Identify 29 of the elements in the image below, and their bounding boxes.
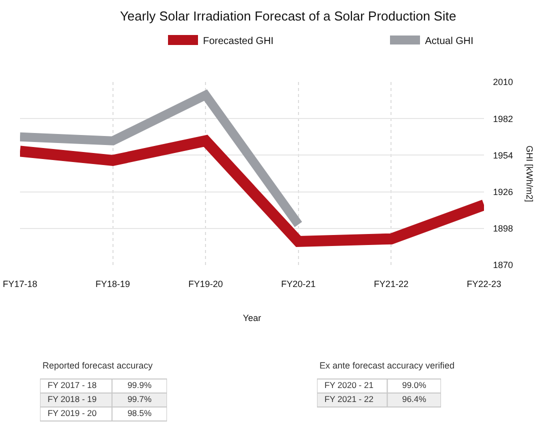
- text: Ex ante forecast accuracy verified: [319, 360, 455, 370]
- text: 96.4%: [402, 394, 426, 404]
- x-tick-label: FY21-22: [374, 279, 408, 289]
- category-label: FY 2017 - 18: [48, 380, 97, 390]
- text: 99.7%: [127, 394, 152, 404]
- x-axis-title: Year: [242, 312, 262, 323]
- x-tick-label: FY18-19: [96, 279, 130, 289]
- y-tick-label: 1982: [493, 114, 514, 124]
- text: Reported forecast accuracy: [42, 360, 154, 370]
- y-tick-label: 1954: [493, 150, 514, 160]
- text: 99.0%: [402, 380, 426, 390]
- text: 99.9%: [127, 380, 152, 390]
- text: 98.5%: [127, 408, 152, 418]
- category-label: FY 2018 - 19: [48, 394, 97, 404]
- legend-label: Actual GHI: [425, 36, 474, 47]
- y-tick-label: 1926: [493, 186, 514, 197]
- category-label: FY 2020 - 21: [324, 380, 374, 390]
- x-tick-label: FY19-20: [188, 279, 223, 289]
- y-axis-title: GHI [kWh/m2]: [524, 146, 534, 202]
- legend-label: Forecasted GHI: [203, 36, 274, 47]
- x-tick-label: FY22-23: [466, 279, 502, 289]
- y-tick-label: 1870: [493, 260, 514, 270]
- y-tick-label: 1898: [493, 224, 514, 234]
- y-tick-label: 2010: [493, 77, 514, 88]
- category-label: FY 2019 - 20: [48, 408, 97, 418]
- x-tick-label: FY17-18: [2, 279, 38, 289]
- chart-title: Yearly Solar Irradiation Forecast of a Solar Production Site: [120, 8, 456, 24]
- category-label: FY 2021 - 22: [324, 394, 374, 404]
- x-tick-label: FY20-21: [281, 279, 316, 289]
